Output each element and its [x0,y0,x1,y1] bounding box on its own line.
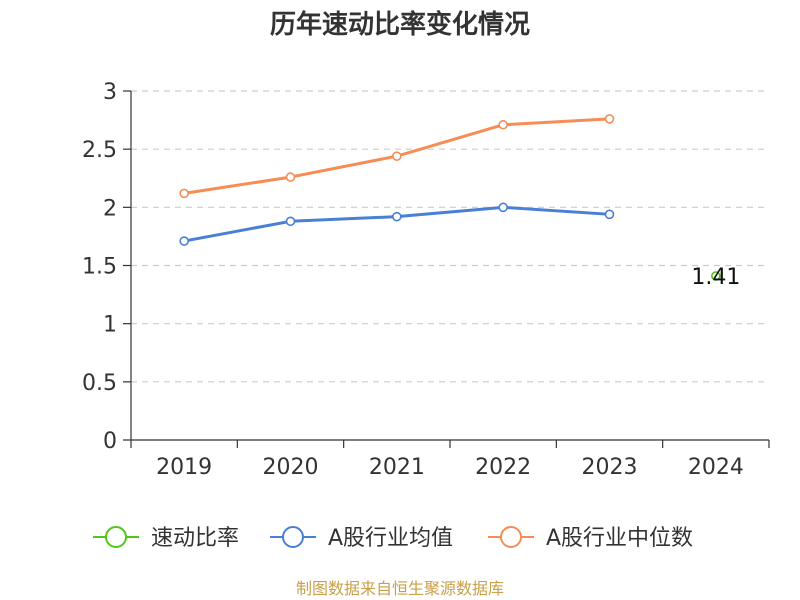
y-tick-label: 2.5 [82,138,117,163]
legend[interactable]: 速动比率 A股行业均值 A股行业中位数 [93,526,693,551]
data-point[interactable] [179,236,189,246]
y-tick-label: 1.5 [82,255,117,280]
data-point[interactable] [604,209,615,220]
legend-swatch-marker [282,526,304,548]
data-point[interactable] [498,119,508,130]
legend-item[interactable]: A股行业中位数 [488,526,693,551]
x-tick-label: 2022 [475,455,531,480]
source-note: 制图数据来自恒生聚源数据库 [296,579,504,598]
data-point[interactable] [285,216,296,227]
x-tick-label: 2019 [156,455,212,480]
x-tick-label: 2020 [263,455,319,480]
legend-item[interactable]: A股行业均值 [270,526,453,551]
legend-label: A股行业均值 [328,526,453,551]
data-point[interactable] [711,271,721,281]
y-tick-label: 0 [103,429,117,454]
legend-label: 速动比率 [151,526,239,551]
data-point[interactable] [392,211,402,222]
x-axis-ticks: 2019 2020 2021 2022 2023 2024 [130,440,770,480]
data-point[interactable] [498,202,508,213]
legend-label: A股行业中位数 [546,526,693,551]
y-tick-label: 2 [103,196,117,221]
data-label: 1.41 [691,265,740,290]
x-tick-label: 2021 [369,455,425,480]
y-axis-ticks: 0 0.5 1 1.5 2 2.5 3 [82,80,131,454]
legend-swatch-marker [105,526,127,548]
x-tick-label: 2024 [688,455,744,480]
x-tick-label: 2023 [582,455,638,480]
data-point[interactable] [604,114,615,124]
chart-title: 历年速动比率变化情况 [270,9,530,40]
y-tick-label: 3 [103,80,117,105]
series-lines: 1.41 [179,114,740,290]
data-point[interactable] [392,151,402,161]
grid-lines [131,90,769,383]
y-tick-label: 0.5 [82,371,117,396]
data-point[interactable] [285,172,296,182]
legend-item[interactable]: 速动比率 [93,526,239,551]
legend-swatch-marker [500,526,522,548]
data-point[interactable] [179,188,189,199]
y-tick-label: 1 [103,313,117,338]
